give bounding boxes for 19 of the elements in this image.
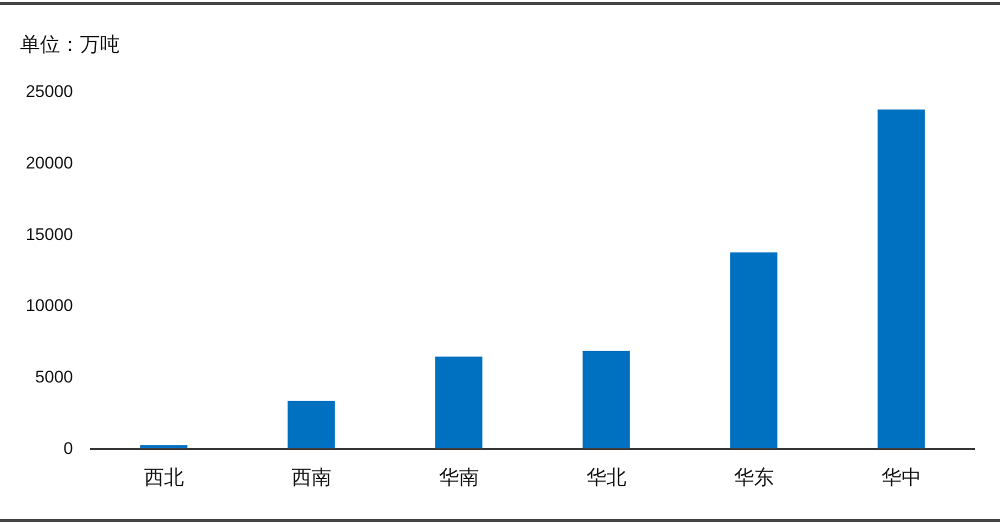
y-tick-label: 10000 [26,296,73,316]
y-axis-title: 单位：万吨 [20,34,120,56]
bar [140,445,188,448]
y-tick-label: 25000 [26,82,73,101]
x-tick-label: 西北 [144,467,184,489]
y-tick-label: 15000 [26,224,73,244]
x-tick-label: 华东 [734,467,774,489]
y-tick-label: 20000 [26,153,73,172]
bar [582,350,630,448]
x-tick-label: 华北 [586,467,626,489]
y-tick-label: 5000 [35,368,73,387]
x-tick-label: 西南 [291,467,332,489]
bar [730,252,778,448]
y-tick-label: 0 [64,438,73,458]
bar [435,356,482,448]
x-tick-label: 华中 [881,467,922,489]
bar [288,400,335,448]
x-tick-label: 华南 [438,467,479,489]
bar [878,110,925,448]
